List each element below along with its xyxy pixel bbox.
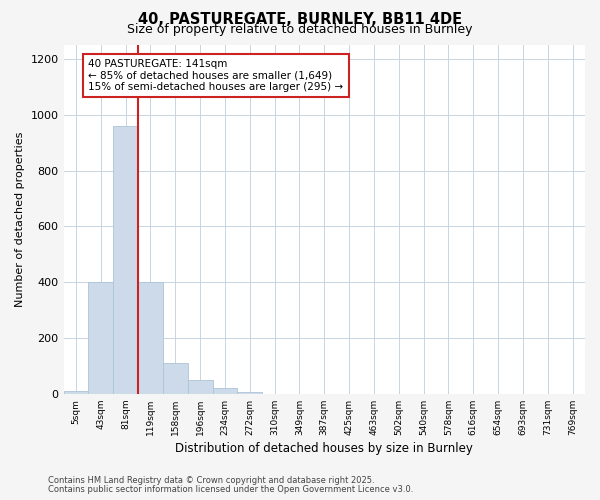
Bar: [138, 282, 163, 394]
Bar: [238, 392, 262, 394]
Bar: [212, 388, 238, 394]
Text: 40, PASTUREGATE, BURNLEY, BB11 4DE: 40, PASTUREGATE, BURNLEY, BB11 4DE: [138, 12, 462, 28]
Text: Contains public sector information licensed under the Open Government Licence v3: Contains public sector information licen…: [48, 484, 413, 494]
Bar: [163, 363, 188, 394]
Bar: [188, 380, 212, 394]
Text: 40 PASTUREGATE: 141sqm
← 85% of detached houses are smaller (1,649)
15% of semi-: 40 PASTUREGATE: 141sqm ← 85% of detached…: [88, 59, 343, 92]
Y-axis label: Number of detached properties: Number of detached properties: [15, 132, 25, 307]
Bar: [113, 126, 138, 394]
Bar: [64, 391, 88, 394]
X-axis label: Distribution of detached houses by size in Burnley: Distribution of detached houses by size …: [175, 442, 473, 455]
Text: Contains HM Land Registry data © Crown copyright and database right 2025.: Contains HM Land Registry data © Crown c…: [48, 476, 374, 485]
Text: Size of property relative to detached houses in Burnley: Size of property relative to detached ho…: [127, 22, 473, 36]
Bar: [88, 282, 113, 394]
